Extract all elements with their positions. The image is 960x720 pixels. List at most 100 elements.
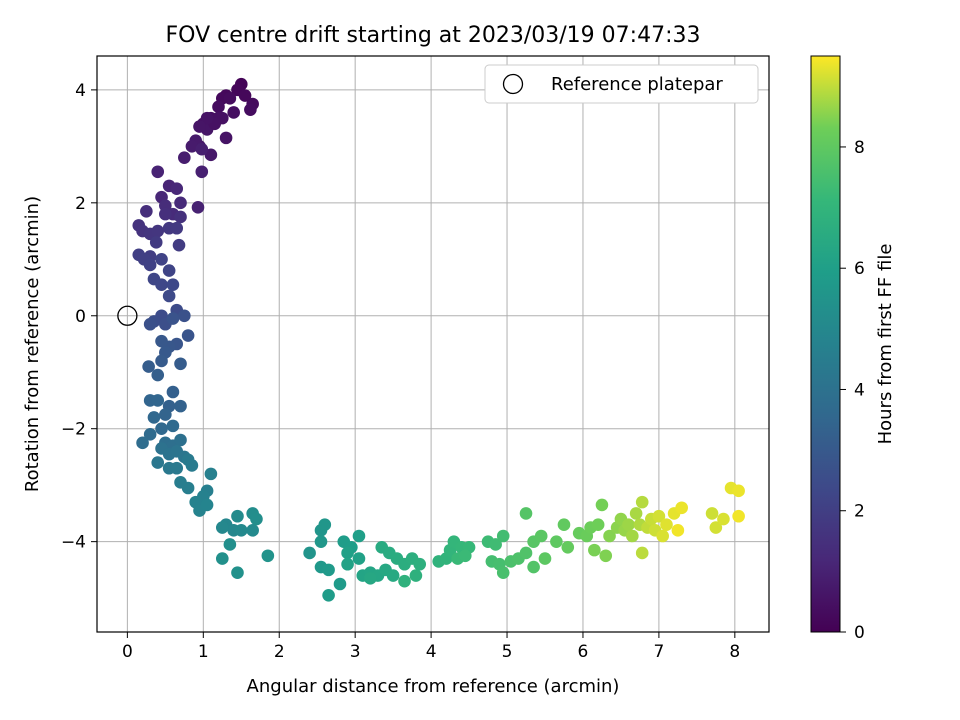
scatter-point — [561, 540, 575, 554]
scatter-point — [318, 518, 332, 532]
scatter-point — [170, 461, 184, 475]
scatter-point — [204, 467, 218, 481]
scatter-point — [200, 498, 214, 512]
scatter-point — [675, 501, 688, 515]
scatter-point — [166, 312, 180, 325]
scatter-point — [246, 524, 259, 537]
scatter-point — [588, 543, 601, 557]
scatter-point — [732, 484, 745, 498]
scatter-point — [140, 204, 153, 218]
y-axis-ticks: −4 −2 0 2 4 — [61, 81, 97, 553]
legend: Reference platepar — [484, 64, 759, 104]
y-tick-label: −2 — [61, 420, 86, 440]
scatter-point — [603, 529, 616, 543]
scatter-point — [314, 535, 328, 548]
x-tick-label: 8 — [729, 642, 740, 662]
scatter-point — [178, 309, 191, 323]
scatter-point — [174, 357, 187, 371]
scatter-point — [151, 456, 165, 469]
x-tick-label: 0 — [122, 642, 133, 662]
scatter-point — [386, 569, 400, 582]
scatter-point — [172, 238, 186, 252]
scatter-point — [413, 557, 427, 571]
scatter-point — [181, 329, 195, 342]
scatter-point — [709, 521, 723, 534]
y-axis-label: Rotation from reference (arcmin) — [22, 196, 43, 492]
scatter-point — [147, 411, 161, 424]
scatter-point — [234, 524, 248, 537]
scatter-point — [629, 507, 643, 520]
scatter-point — [155, 278, 168, 292]
scatter-point — [174, 433, 187, 447]
scatter-point — [671, 524, 685, 537]
scatter-point — [231, 566, 244, 580]
colorbar-tick-label: 6 — [854, 259, 865, 279]
colorbar-gradient — [810, 55, 841, 633]
reference-platepar-marker — [117, 305, 138, 326]
scatter-point — [143, 258, 157, 272]
x-tick-label: 6 — [578, 642, 589, 662]
y-tick-label: 2 — [75, 194, 86, 214]
scatter-point — [656, 529, 669, 543]
scatter-point — [159, 207, 172, 221]
scatter-point — [591, 518, 605, 532]
plot-frame — [96, 55, 770, 633]
scatter-point — [626, 529, 639, 543]
scatter-point — [519, 507, 533, 520]
scatter-point — [458, 549, 472, 563]
scatter-point — [143, 317, 157, 331]
scatter-point — [181, 481, 195, 495]
scatter-point — [170, 182, 184, 196]
scatter-point — [599, 549, 613, 563]
scatter-point — [333, 577, 347, 591]
colorbar-ticks: 0 2 4 6 8 — [840, 138, 865, 643]
scatter-point — [261, 549, 275, 563]
scatter-point — [212, 100, 225, 114]
scatter-point — [215, 552, 229, 565]
scatter-point — [193, 120, 206, 133]
scatter-point — [215, 521, 229, 534]
scatter-point — [149, 236, 163, 249]
scatter-point — [166, 385, 180, 399]
y-tick-label: −4 — [61, 533, 86, 553]
legend-marker-icon — [502, 73, 524, 95]
scatter-point — [143, 428, 157, 441]
scatter-point — [151, 394, 165, 407]
scatter-point — [185, 459, 199, 472]
scatter-point — [534, 529, 548, 543]
scatter-point — [227, 106, 240, 119]
scatter-point — [223, 92, 237, 105]
legend-entry-reference: Reference platepar — [551, 74, 723, 95]
scatter-point — [538, 552, 552, 565]
scatter-point — [159, 408, 172, 421]
scatter-point — [155, 422, 168, 436]
scatter-point — [341, 546, 354, 560]
scatter-point — [142, 360, 155, 373]
scatter-point — [341, 557, 354, 571]
scatter-point — [155, 354, 168, 368]
scatter-point — [151, 165, 165, 179]
x-tick-label: 7 — [653, 642, 664, 662]
scatter-point — [527, 560, 540, 574]
scatter-point — [238, 89, 252, 102]
scatter-point — [322, 563, 335, 577]
x-tick-label: 4 — [426, 642, 437, 662]
scatter-point — [352, 552, 366, 565]
scatter-point — [174, 399, 187, 413]
scatter-point — [322, 588, 335, 602]
scatter-point — [717, 512, 730, 526]
scatter-point — [195, 142, 209, 156]
colorbar-tick-label: 0 — [854, 623, 865, 643]
scatter-point — [622, 518, 635, 532]
scatter-points — [132, 77, 745, 602]
x-tick-label: 3 — [350, 642, 361, 662]
scatter-point — [303, 546, 316, 560]
scatter-point — [162, 289, 176, 303]
scatter-point — [136, 436, 149, 450]
scatter-point — [166, 278, 180, 292]
scatter-point — [635, 546, 649, 560]
scatter-point — [191, 201, 205, 214]
scatter-point — [204, 148, 218, 162]
scatter-point — [519, 546, 533, 560]
scatter-point — [155, 334, 168, 348]
